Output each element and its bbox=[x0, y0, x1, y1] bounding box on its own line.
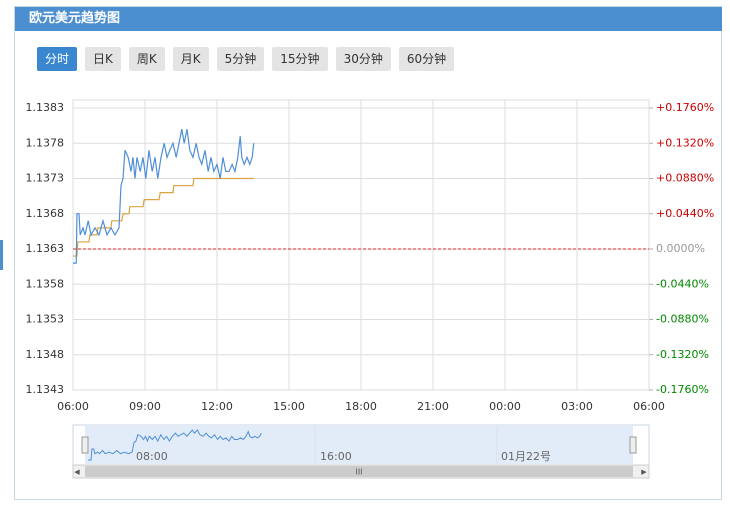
y-tick-label: 1.1343 bbox=[26, 383, 65, 396]
x-tick-label: 03:00 bbox=[561, 400, 593, 413]
x-tick-label: 00:00 bbox=[489, 400, 521, 413]
tab[interactable]: 15分钟 bbox=[272, 47, 328, 71]
y2-tick-label: -0.0880% bbox=[656, 313, 709, 326]
navigator-line bbox=[88, 429, 262, 461]
y2-tick-label: +0.0440% bbox=[656, 207, 714, 220]
y-tick-label: 1.1363 bbox=[26, 242, 65, 255]
y-tick-label: 1.1373 bbox=[26, 172, 65, 185]
x-tick-label: 06:00 bbox=[57, 400, 89, 413]
scrollbar-grip: III bbox=[355, 468, 362, 477]
tab[interactable]: 月K bbox=[172, 47, 209, 71]
y2-tick-label: +0.0880% bbox=[656, 172, 714, 185]
x-tick-label: 18:00 bbox=[345, 400, 377, 413]
tab[interactable]: 分时 bbox=[37, 47, 78, 71]
x-tick-label: 09:00 bbox=[129, 400, 161, 413]
tab[interactable]: 5分钟 bbox=[216, 47, 265, 71]
y2-tick-label: -0.1320% bbox=[656, 348, 709, 361]
y2-tick-label: 0.0000% bbox=[656, 242, 705, 255]
panel bbox=[14, 6, 722, 500]
y-tick-label: 1.1353 bbox=[26, 313, 65, 326]
y-tick-label: 1.1368 bbox=[26, 207, 65, 220]
navigator-selection[interactable] bbox=[85, 426, 633, 464]
y2-tick-label: +0.1320% bbox=[656, 136, 714, 149]
tab[interactable]: 周K bbox=[128, 47, 165, 71]
scroll-right[interactable]: ▶ bbox=[641, 468, 647, 476]
navigator-label: 08:00 bbox=[136, 450, 168, 463]
tabs: 分时 日K 周K 月K 5分钟 15分钟 30分钟 60分钟 bbox=[37, 47, 455, 71]
x-tick-label: 15:00 bbox=[273, 400, 305, 413]
navigator-label: 01月22号 bbox=[501, 450, 551, 463]
y-tick-label: 1.1383 bbox=[26, 101, 65, 114]
y-tick-label: 1.1358 bbox=[26, 277, 65, 290]
tab[interactable]: 60分钟 bbox=[398, 47, 455, 71]
x-tick-label: 12:00 bbox=[201, 400, 233, 413]
series-line bbox=[73, 129, 255, 264]
navigator-handle[interactable] bbox=[81, 436, 89, 454]
series-line bbox=[73, 177, 254, 257]
navigator-label: 16:00 bbox=[320, 450, 352, 463]
navigator-handle[interactable] bbox=[629, 436, 637, 454]
tab[interactable]: 日K bbox=[85, 47, 121, 71]
y-tick-label: 1.1378 bbox=[26, 136, 65, 149]
y2-tick-label: -0.1760% bbox=[656, 383, 709, 396]
header-title: 欧元美元趋势图 bbox=[15, 7, 722, 31]
y2-tick-label: -0.0440% bbox=[656, 277, 709, 290]
scrollbar-thumb[interactable] bbox=[85, 466, 633, 477]
x-tick-label: 21:00 bbox=[417, 400, 449, 413]
x-tick-label: 06:00 bbox=[633, 400, 665, 413]
scroll-left[interactable]: ◀ bbox=[74, 468, 80, 476]
y-tick-label: 1.1348 bbox=[26, 348, 65, 361]
y2-tick-label: +0.1760% bbox=[656, 101, 714, 114]
tab[interactable]: 30分钟 bbox=[335, 47, 391, 71]
edge-marker bbox=[0, 240, 3, 270]
